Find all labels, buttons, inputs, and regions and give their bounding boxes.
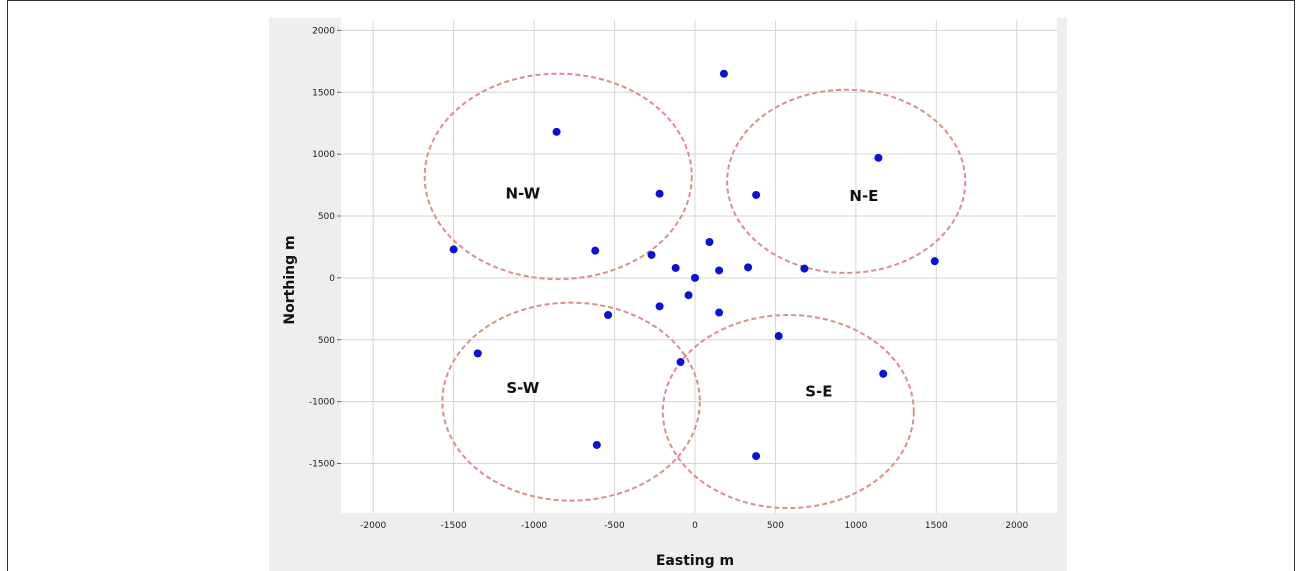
region-circle-s-e <box>661 314 915 510</box>
data-points <box>449 69 939 461</box>
data-point <box>715 308 724 317</box>
x-tick-label: 0 <box>692 521 698 531</box>
x-tick-label: 2000 <box>1005 521 1028 531</box>
region-circles <box>423 72 967 510</box>
data-point <box>684 291 693 300</box>
data-point <box>591 246 600 255</box>
data-point <box>715 266 724 275</box>
data-point <box>671 263 680 272</box>
x-tick-label: -500 <box>604 521 625 531</box>
x-tick-label: 1500 <box>925 521 948 531</box>
data-point <box>552 127 561 136</box>
y-axis-title: Northing m <box>282 235 298 324</box>
data-point <box>752 190 761 199</box>
y-tick-label: 2000 <box>312 26 335 36</box>
data-point <box>874 153 883 162</box>
x-tick-label: -1000 <box>521 521 547 531</box>
region-label-n-e: N-E <box>849 187 878 205</box>
region-label-s-e: S-E <box>805 383 832 401</box>
region-circle-n-e <box>726 88 967 274</box>
data-point <box>930 257 939 266</box>
plot-area <box>341 18 1057 513</box>
y-tick-label: 1500 <box>312 88 335 98</box>
image-frame <box>7 0 1295 571</box>
data-point <box>774 332 783 341</box>
data-point <box>449 245 458 254</box>
x-axis-title: Easting m <box>656 553 734 569</box>
data-point <box>879 369 888 378</box>
gridlines <box>337 20 1057 513</box>
data-point <box>800 264 809 273</box>
region-circle-s-w <box>441 301 701 502</box>
y-tick-label: -1500 <box>309 460 335 470</box>
scatter-chart: -2000 -1500 -1000 -500 0 500 1000 1500 2000 -1500… <box>269 18 1067 571</box>
data-point <box>719 69 728 78</box>
region-labels: N-W N-E S-W S-E <box>505 185 878 401</box>
data-point <box>676 358 685 367</box>
data-point <box>473 349 482 358</box>
x-tick-label: -1500 <box>441 521 467 531</box>
x-tick-label: 1000 <box>844 521 867 531</box>
data-point <box>744 263 753 272</box>
region-label-s-w: S-W <box>506 379 539 397</box>
data-point <box>655 302 664 311</box>
data-point <box>752 452 761 461</box>
y-tick-label: 500 <box>318 336 335 346</box>
y-tick-label: 0 <box>329 274 335 284</box>
region-label-n-w: N-W <box>505 185 540 203</box>
data-point <box>655 189 664 198</box>
x-tick-label: 500 <box>767 521 784 531</box>
data-point <box>705 237 714 246</box>
y-tick-label: 500 <box>318 212 335 222</box>
data-point <box>604 311 613 319</box>
data-point <box>592 440 601 449</box>
y-tick-label: -1000 <box>309 398 335 408</box>
data-point <box>647 250 656 259</box>
data-point <box>690 273 699 282</box>
tick-labels: -2000 -1500 -1000 -500 0 500 1000 1500 2000 -1500… <box>309 26 1029 531</box>
x-tick-label: -2000 <box>360 521 386 531</box>
y-tick-label: 1000 <box>312 150 335 160</box>
region-circle-n-w <box>423 72 693 281</box>
